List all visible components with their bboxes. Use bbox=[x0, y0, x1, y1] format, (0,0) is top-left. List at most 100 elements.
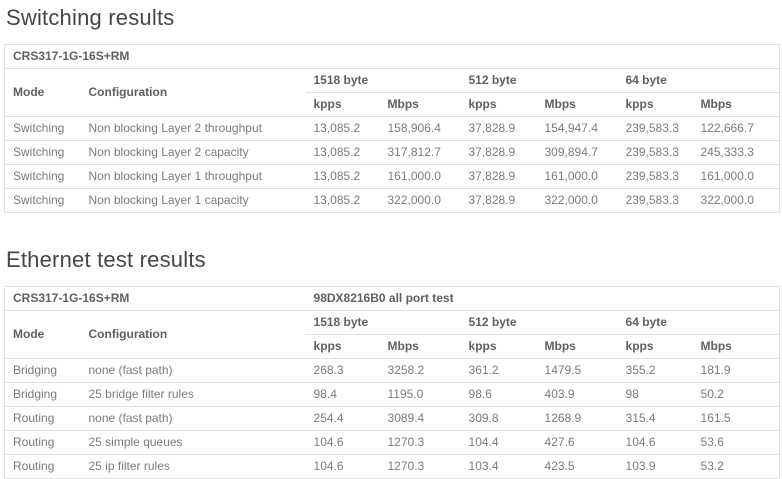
frame-group-64-byte: 64 byte bbox=[617, 68, 780, 93]
cell-mbps-1518: 322,000.0 bbox=[379, 188, 461, 213]
cell-mbps-64: 161.5 bbox=[692, 406, 780, 431]
cell-mbps-64: 122,666.7 bbox=[692, 116, 780, 141]
ethernet-results-table: CRS317-1G-16S+RM 98DX8216B0 all port tes… bbox=[4, 286, 781, 479]
col-header-mode: Mode bbox=[4, 68, 81, 117]
cell-mbps-512: 403.9 bbox=[536, 382, 618, 407]
cell-kpps-64: 315.4 bbox=[617, 406, 693, 431]
unit-header-mbps: Mbps bbox=[536, 92, 618, 117]
cell-kpps-1518: 104.6 bbox=[305, 430, 380, 455]
cell-kpps-512: 37,828.9 bbox=[460, 188, 537, 213]
cell-kpps-64: 239,583.3 bbox=[617, 116, 693, 141]
cell-configuration: 25 simple queues bbox=[80, 430, 306, 455]
cell-kpps-512: 98.6 bbox=[460, 382, 537, 407]
section-title-switching: Switching results bbox=[6, 5, 175, 30]
cell-kpps-64: 239,583.3 bbox=[617, 140, 693, 165]
cell-mbps-1518: 3089.4 bbox=[379, 406, 461, 431]
cell-mode: Switching bbox=[4, 116, 81, 141]
unit-header-mbps: Mbps bbox=[692, 334, 780, 359]
unit-header-mbps: Mbps bbox=[692, 92, 780, 117]
cell-configuration: none (fast path) bbox=[80, 406, 306, 431]
test-title: 98DX8216B0 all port test bbox=[305, 286, 780, 311]
cell-mbps-64: 245,333.3 bbox=[692, 140, 780, 165]
cell-kpps-64: 239,583.3 bbox=[617, 164, 693, 189]
cell-configuration: Non blocking Layer 2 capacity bbox=[80, 140, 306, 165]
cell-configuration: Non blocking Layer 1 throughput bbox=[80, 164, 306, 189]
cell-mbps-512: 427.6 bbox=[536, 430, 618, 455]
unit-header-kpps: kpps bbox=[460, 92, 537, 117]
cell-mbps-512: 309,894.7 bbox=[536, 140, 618, 165]
cell-mode: Bridging bbox=[4, 382, 81, 407]
cell-mbps-512: 1268.9 bbox=[536, 406, 618, 431]
cell-mbps-1518: 1195.0 bbox=[379, 382, 461, 407]
units-header-row: kpps Mbps kpps Mbps kpps Mbps bbox=[5, 334, 780, 359]
cell-mbps-1518: 1270.3 bbox=[379, 430, 461, 455]
cell-mbps-64: 161,000.0 bbox=[692, 164, 780, 189]
table-row: Switching Non blocking Layer 2 throughpu… bbox=[4, 116, 780, 141]
frame-group-1518-byte: 1518 byte bbox=[305, 310, 461, 335]
table-row: Bridging 25 bridge filter rules 98.4 119… bbox=[4, 382, 780, 407]
cell-kpps-1518: 98.4 bbox=[305, 382, 380, 407]
cell-mbps-64: 322,000.0 bbox=[692, 188, 780, 213]
unit-header-kpps: kpps bbox=[460, 334, 537, 359]
table-row: Switching Non blocking Layer 1 capacity … bbox=[4, 188, 780, 213]
cell-kpps-1518: 13,085.2 bbox=[305, 188, 380, 213]
device-name: CRS317-1G-16S+RM bbox=[4, 44, 780, 69]
cell-kpps-512: 361.2 bbox=[460, 358, 537, 383]
units-header-row: kpps Mbps kpps Mbps kpps Mbps bbox=[5, 92, 780, 117]
col-header-configuration: Configuration bbox=[80, 68, 306, 117]
frame-group-512-byte: 512 byte bbox=[460, 68, 618, 93]
cell-mbps-1518: 158,906.4 bbox=[379, 116, 461, 141]
cell-mbps-512: 154,947.4 bbox=[536, 116, 618, 141]
section-title-ethernet: Ethernet test results bbox=[6, 247, 206, 272]
cell-mbps-64: 50.2 bbox=[692, 382, 780, 407]
cell-kpps-1518: 13,085.2 bbox=[305, 116, 380, 141]
cell-kpps-512: 37,828.9 bbox=[460, 164, 537, 189]
device-row: CRS317-1G-16S+RM 98DX8216B0 all port tes… bbox=[4, 286, 780, 311]
cell-configuration: 25 bridge filter rules bbox=[80, 382, 306, 407]
unit-header-mbps: Mbps bbox=[379, 92, 461, 117]
cell-mbps-1518: 317,812.7 bbox=[379, 140, 461, 165]
cell-configuration: Non blocking Layer 1 capacity bbox=[80, 188, 306, 213]
cell-mbps-512: 322,000.0 bbox=[536, 188, 618, 213]
cell-mbps-64: 53.6 bbox=[692, 430, 780, 455]
unit-header-kpps: kpps bbox=[305, 92, 380, 117]
cell-mbps-512: 161,000.0 bbox=[536, 164, 618, 189]
frame-size-header-row: Mode Configuration 1518 byte 512 byte 64… bbox=[4, 68, 780, 117]
table-row: Switching Non blocking Layer 1 throughpu… bbox=[4, 164, 780, 189]
cell-mode: Routing bbox=[4, 430, 81, 455]
cell-mbps-1518: 161,000.0 bbox=[379, 164, 461, 189]
cell-kpps-64: 104.6 bbox=[617, 430, 693, 455]
cell-mbps-1518: 3258.2 bbox=[379, 358, 461, 383]
cell-mode: Switching bbox=[4, 164, 81, 189]
cell-kpps-64: 355.2 bbox=[617, 358, 693, 383]
table-row: Switching Non blocking Layer 2 capacity … bbox=[4, 140, 780, 165]
device-row: CRS317-1G-16S+RM bbox=[4, 44, 780, 69]
cell-kpps-512: 104.4 bbox=[460, 430, 537, 455]
frame-group-1518-byte: 1518 byte bbox=[305, 68, 461, 93]
table-row: Routing 25 simple queues 104.6 1270.3 10… bbox=[4, 430, 780, 455]
unit-header-mbps: Mbps bbox=[536, 334, 618, 359]
cell-kpps-64: 239,583.3 bbox=[617, 188, 693, 213]
switching-results-table: CRS317-1G-16S+RM Mode Configuration 1518… bbox=[4, 44, 781, 213]
cell-kpps-64: 98 bbox=[617, 382, 693, 407]
cell-mbps-512: 1479.5 bbox=[536, 358, 618, 383]
cell-kpps-1518: 254.4 bbox=[305, 406, 380, 431]
cell-kpps-512: 37,828.9 bbox=[460, 140, 537, 165]
cell-mode: Bridging bbox=[4, 358, 81, 383]
unit-header-kpps: kpps bbox=[305, 334, 380, 359]
cell-configuration: none (fast path) bbox=[80, 358, 306, 383]
cell-kpps-1518: 268.3 bbox=[305, 358, 380, 383]
frame-group-64-byte: 64 byte bbox=[617, 310, 780, 335]
frame-size-header-row: Mode Configuration 1518 byte 512 byte 64… bbox=[4, 310, 780, 359]
cell-kpps-1518: 13,085.2 bbox=[305, 140, 380, 165]
cell-kpps-1518: 13,085.2 bbox=[305, 164, 380, 189]
frame-group-512-byte: 512 byte bbox=[460, 310, 618, 335]
cell-mode: Switching bbox=[4, 140, 81, 165]
cell-mode: Routing bbox=[4, 406, 81, 431]
device-name: CRS317-1G-16S+RM bbox=[4, 286, 306, 311]
unit-header-kpps: kpps bbox=[617, 92, 693, 117]
unit-header-mbps: Mbps bbox=[379, 334, 461, 359]
col-header-mode: Mode bbox=[4, 310, 81, 359]
cell-mode: Switching bbox=[4, 188, 81, 213]
cell-kpps-512: 309.8 bbox=[460, 406, 537, 431]
